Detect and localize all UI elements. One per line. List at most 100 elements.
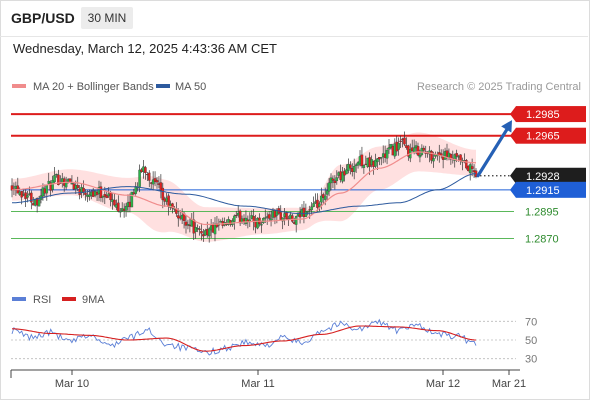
candle-body [37,199,41,207]
candle-body [465,159,468,169]
candle-body [385,149,389,159]
candle-body [269,218,273,221]
candle-body [376,158,379,163]
resistance-label-pointer-1-2965 [510,127,516,144]
candle [345,164,348,175]
candle [352,158,356,180]
candle [45,185,49,201]
candle-body [53,175,56,183]
candle-body [374,159,377,167]
candle-body [345,169,348,175]
candle-body [134,186,137,194]
candle [318,201,321,212]
timestamp: Wednesday, March 12, 2025 4:43:36 AM CET [13,41,277,56]
candle [374,153,377,169]
candle [55,173,58,178]
candle [144,165,147,180]
candle [84,189,87,201]
rsi-legend-swatch [12,297,26,301]
ma20-line [12,151,477,226]
candle-body [267,214,271,219]
candle-body [130,191,134,208]
candle [470,158,474,177]
candle-body [318,203,321,207]
candle-body [281,217,284,222]
candle [184,216,188,234]
candle [335,170,339,185]
candle [362,164,366,174]
last-price-label: 1.2928 [526,171,560,183]
rsi-ma9-line [12,325,477,352]
candle-body [148,172,151,181]
candle-body [294,216,298,225]
candle-body [105,195,108,199]
candle-body [470,166,474,169]
candle [416,142,420,157]
x-tick-mar-12: Mar 12 [426,378,460,390]
candle-body [333,180,337,184]
candle-body [331,178,335,181]
candle [465,158,468,170]
candle [360,146,364,169]
candle [196,224,199,233]
resistance-label-1-2965: 1.2965 [526,131,560,143]
candle-body [113,199,116,206]
candle-body [161,187,165,201]
support-label-1-2895: 1.2895 [525,206,559,218]
candle-body [198,228,201,230]
candle [99,181,103,202]
candle [148,170,151,188]
candle [113,193,116,207]
candle-body [76,185,79,189]
candle-body [84,192,87,195]
candle [53,167,56,184]
candle-body [306,211,310,213]
candle [76,176,79,192]
candle [161,182,165,209]
candle [380,156,383,166]
pivot-label-pointer [510,181,516,198]
interval-button[interactable]: 30 MIN [81,7,133,29]
candle [186,219,190,230]
candle [194,220,197,239]
candle [389,144,393,150]
candle [192,211,195,241]
pivot-label: 1.2915 [526,185,560,197]
candle-body [422,147,426,151]
candle-body [362,164,366,168]
candle-body [335,177,339,182]
candle-body [55,173,58,176]
candle-body [323,195,327,200]
candle-body [30,192,33,203]
forecast-arrow-head [501,120,512,133]
candle-body [155,180,159,183]
rsi-line [11,318,477,356]
candle-body [403,137,406,145]
candle-body [418,155,422,158]
last-price-label-pointer [510,167,516,184]
candle-body [20,190,23,198]
candle [26,191,29,203]
candle [200,223,203,241]
candle [167,193,170,216]
candle-body [349,164,352,169]
candle-body [430,151,433,161]
candle [198,226,201,236]
candle [430,149,433,164]
candle [207,227,211,243]
candle-body [387,147,391,150]
candle-body [138,169,141,187]
candle [269,210,273,227]
x-tick-mar-21: Mar 21 [492,378,526,390]
copyright: Research © 2025 Trading Central [417,81,581,93]
candle [399,135,402,148]
candle-body [47,180,50,184]
candle [327,178,331,197]
candle-body [412,147,416,153]
candle-body [153,178,157,182]
candle-body [51,180,54,190]
candle [159,174,163,199]
resistance-label-pointer-1-2985 [510,106,516,123]
candle-body [57,174,60,186]
candle-body [389,144,393,148]
